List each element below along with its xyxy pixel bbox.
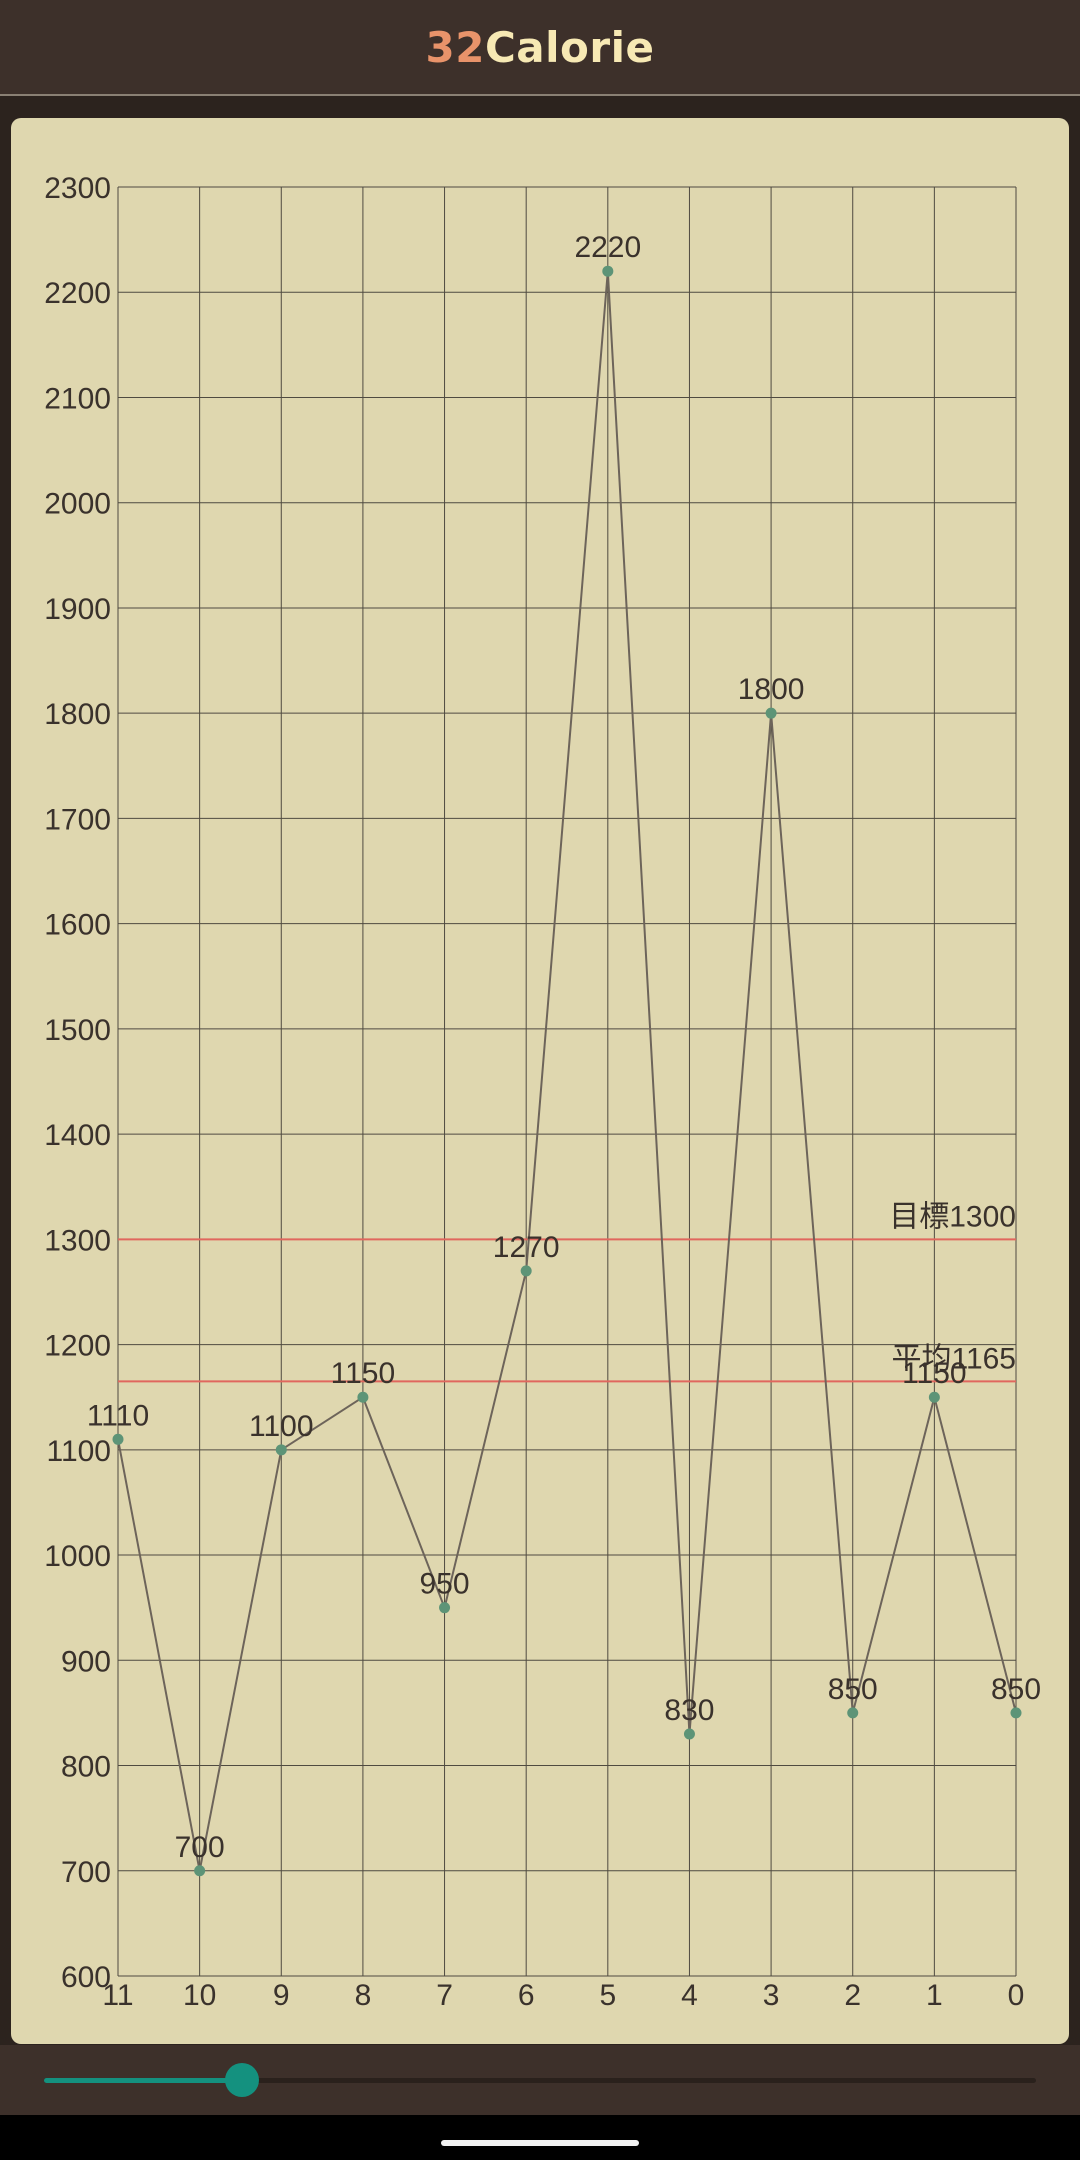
calorie-chart: 6007008009001000110012001300140015001600… (44, 172, 1041, 2012)
data-label: 1150 (331, 1357, 396, 1390)
y-tick-label: 600 (61, 1961, 111, 1994)
x-tick-label: 0 (1008, 1979, 1025, 2012)
x-tick-label: 3 (763, 1979, 780, 2012)
x-tick-label: 2 (844, 1979, 861, 2012)
y-tick-label: 1500 (44, 1014, 111, 1047)
data-point (275, 1444, 287, 1456)
x-tick-label: 6 (518, 1979, 535, 2012)
app-title-number: 32 (425, 22, 485, 72)
system-nav-bar (0, 2115, 1080, 2160)
data-point (357, 1391, 369, 1403)
data-point (765, 707, 777, 719)
y-tick-label: 1900 (44, 593, 111, 626)
data-label: 2220 (574, 231, 641, 264)
data-point (683, 1728, 695, 1740)
x-tick-label: 10 (183, 1979, 216, 2012)
x-tick-label: 1 (926, 1979, 943, 2012)
y-tick-label: 1200 (44, 1330, 111, 1363)
data-label: 1800 (738, 673, 805, 706)
y-tick-label: 700 (61, 1856, 111, 1889)
y-tick-label: 1000 (44, 1540, 111, 1573)
data-point (112, 1433, 124, 1445)
data-point (439, 1602, 451, 1614)
data-label: 1100 (249, 1410, 314, 1443)
data-point (602, 265, 614, 277)
data-label: 950 (420, 1568, 470, 1601)
data-label: 850 (828, 1673, 878, 1706)
app-bar: 32Calorie (0, 0, 1080, 96)
reference-label-target: 目標1300 (889, 1200, 1016, 1233)
series-line (117, 271, 1017, 1871)
data-label: 1150 (902, 1357, 967, 1390)
y-tick-label: 1100 (46, 1435, 111, 1468)
data-label: 1110 (87, 1399, 149, 1432)
data-point (847, 1707, 859, 1719)
data-label: 1270 (493, 1231, 560, 1264)
data-label: 850 (991, 1673, 1041, 1706)
slider-area (0, 2045, 1080, 2115)
data-point (1010, 1707, 1022, 1719)
app-title-word: Calorie (484, 22, 655, 72)
data-label: 700 (175, 1831, 225, 1864)
y-tick-label: 1700 (44, 803, 111, 836)
y-tick-label: 2100 (44, 382, 111, 415)
data-point (194, 1865, 206, 1877)
x-tick-label: 7 (436, 1979, 453, 2012)
data-point (520, 1265, 532, 1277)
data-label: 830 (664, 1694, 714, 1727)
y-tick-label: 1400 (44, 1119, 111, 1152)
reference-label-average: 平均1165 (891, 1342, 1016, 1375)
y-tick-label: 2200 (44, 277, 111, 310)
x-tick-label: 11 (102, 1979, 133, 2012)
x-tick-label: 4 (681, 1979, 698, 2012)
slider-thumb[interactable] (225, 2063, 260, 2097)
y-tick-label: 2300 (44, 172, 111, 205)
y-tick-label: 800 (61, 1751, 111, 1784)
range-slider[interactable] (44, 2063, 1036, 2097)
x-tick-label: 5 (599, 1979, 616, 2012)
y-tick-label: 900 (61, 1645, 111, 1678)
data-point (928, 1391, 940, 1403)
slider-fill (44, 2078, 243, 2083)
x-tick-label: 8 (355, 1979, 372, 2012)
y-tick-label: 1600 (44, 909, 111, 942)
x-tick-label: 9 (273, 1979, 290, 2012)
home-indicator[interactable] (441, 2140, 639, 2146)
y-tick-label: 1300 (44, 1224, 111, 1257)
y-tick-label: 2000 (44, 488, 111, 521)
app-title: 32Calorie (426, 23, 655, 72)
y-tick-label: 1800 (44, 698, 111, 731)
chart-card: 600 700 800 900 1000 1100 1200 1300 1400 1500 1600… (11, 118, 1069, 2044)
